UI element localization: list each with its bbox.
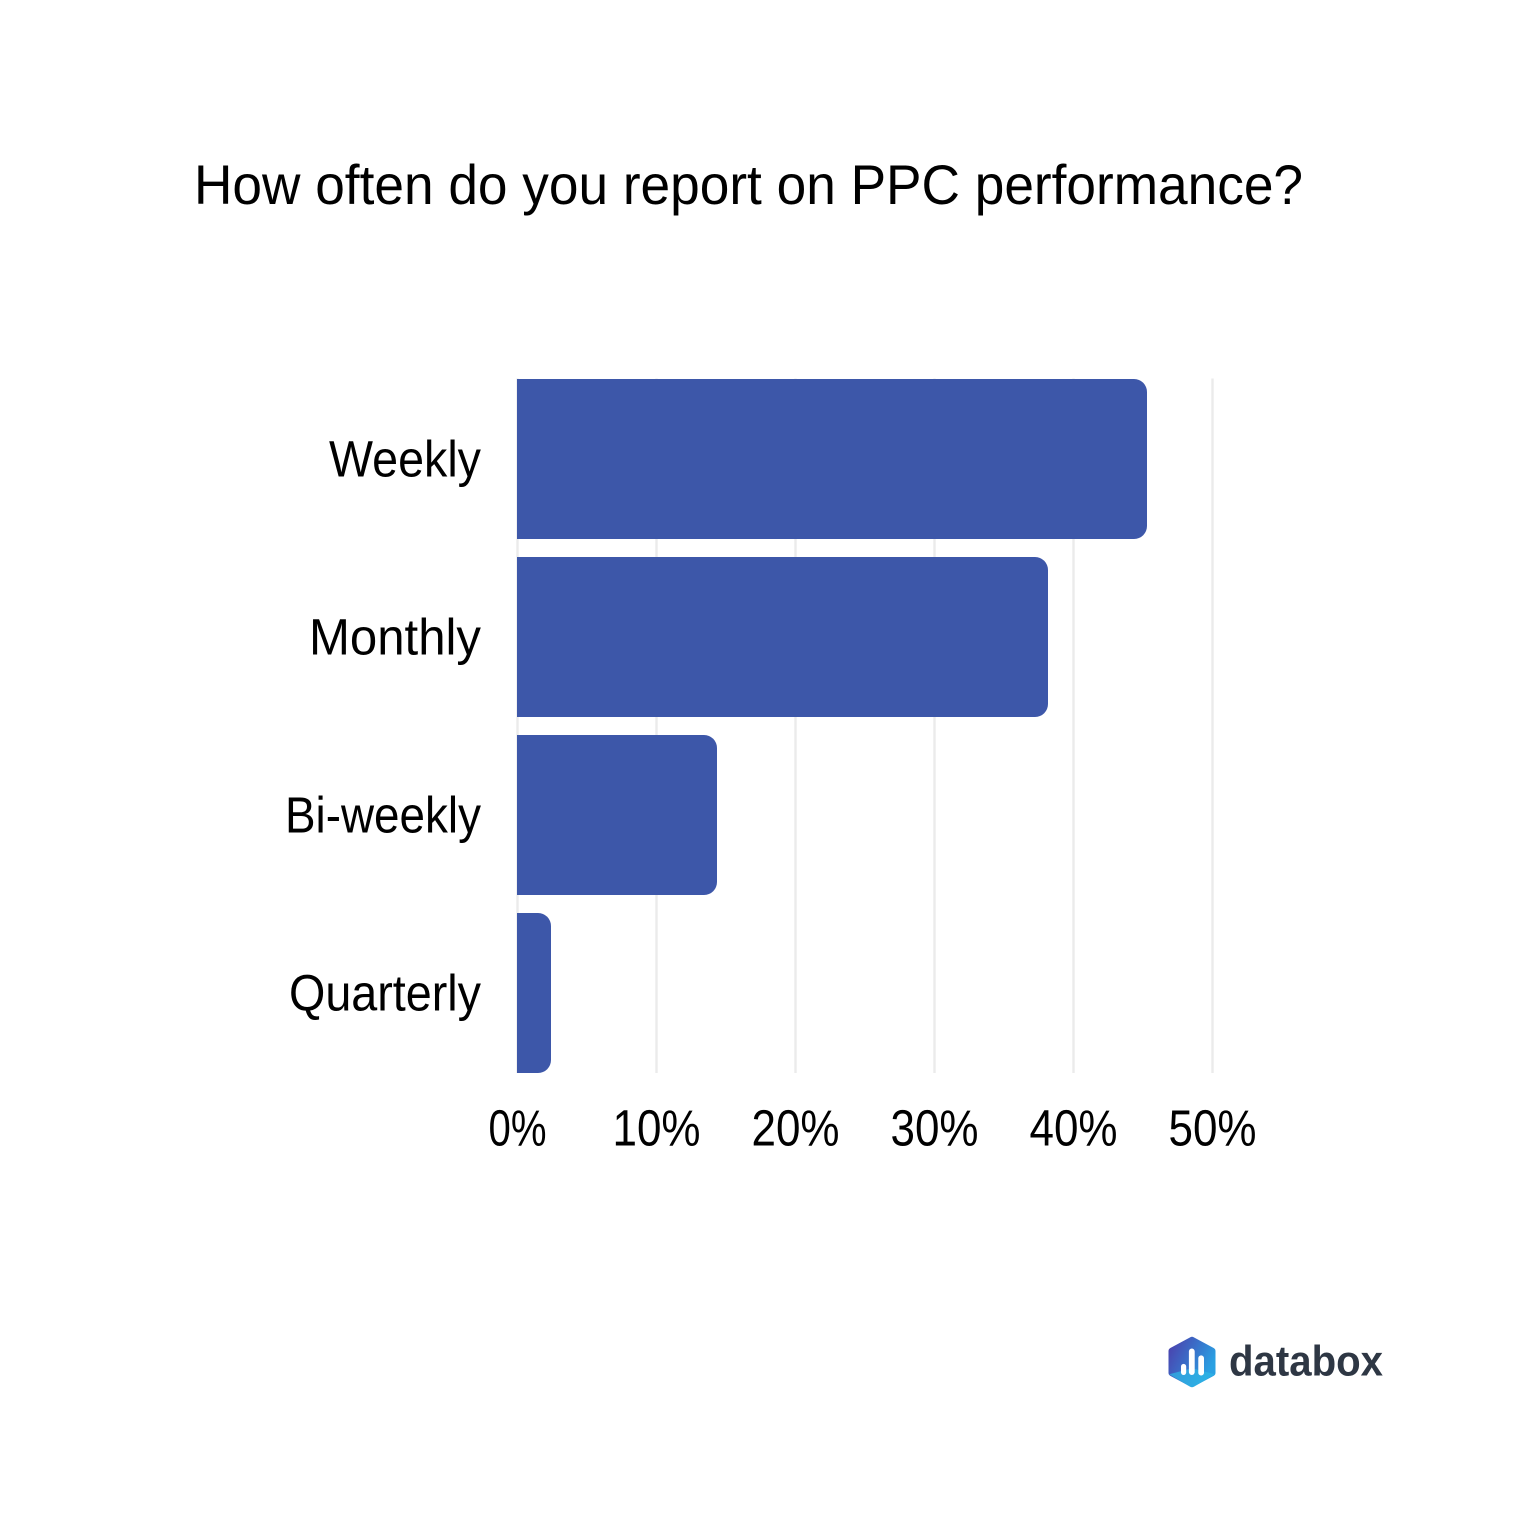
svg-text:30%: 30% xyxy=(891,1100,979,1157)
svg-text:How often do you report on PPC: How often do you report on PPC performan… xyxy=(194,153,1303,216)
svg-text:40%: 40% xyxy=(1030,1100,1118,1157)
svg-text:20%: 20% xyxy=(752,1100,840,1157)
svg-text:Monthly: Monthly xyxy=(309,609,481,666)
svg-text:Weekly: Weekly xyxy=(329,431,481,488)
svg-text:10%: 10% xyxy=(613,1100,701,1157)
svg-text:Bi-weekly: Bi-weekly xyxy=(285,787,481,844)
svg-text:50%: 50% xyxy=(1169,1100,1257,1157)
svg-text:0%: 0% xyxy=(489,1100,547,1157)
svg-text:Quarterly: Quarterly xyxy=(289,965,481,1022)
svg-text:databox: databox xyxy=(1229,1338,1383,1386)
